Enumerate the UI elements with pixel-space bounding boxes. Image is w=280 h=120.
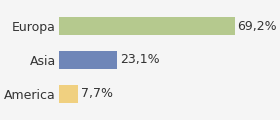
Bar: [59, 51, 118, 69]
Text: 23,1%: 23,1%: [120, 54, 160, 66]
Bar: [59, 84, 78, 103]
Text: 69,2%: 69,2%: [237, 20, 277, 33]
Text: 7,7%: 7,7%: [81, 87, 113, 100]
Bar: [59, 17, 235, 36]
